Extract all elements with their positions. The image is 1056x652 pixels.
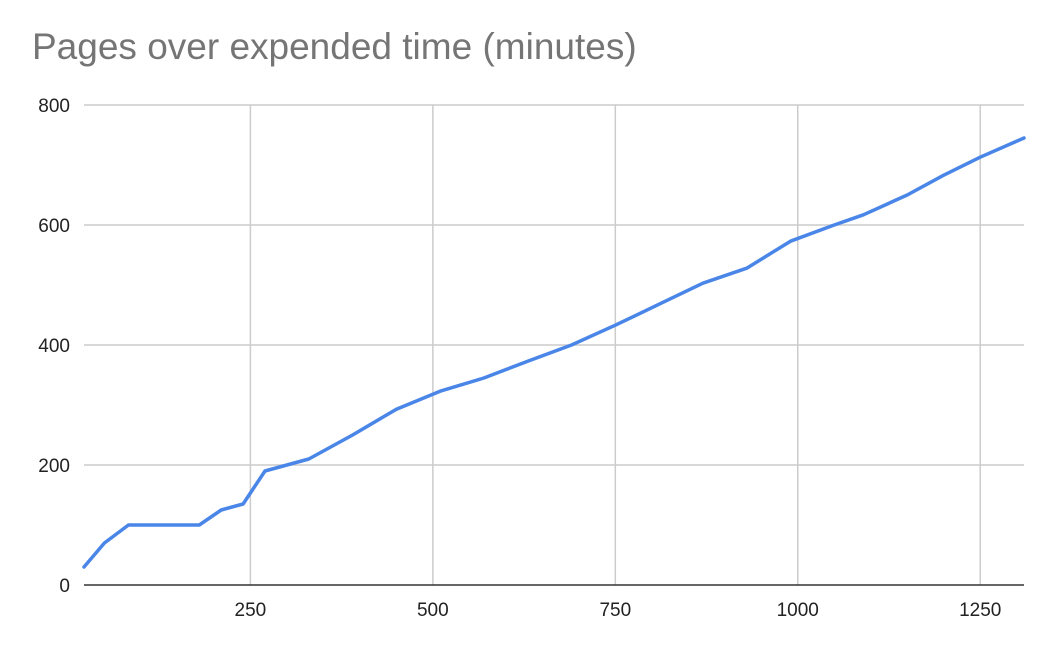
y-tick-label: 600 <box>38 216 70 237</box>
grid-layer <box>84 104 1024 585</box>
x-tick-label: 250 <box>235 600 267 621</box>
y-tick-label: 200 <box>38 456 70 477</box>
chart-title: Pages over expended time (minutes) <box>32 26 637 67</box>
x-tick-label: 500 <box>417 600 449 621</box>
y-tick-label: 400 <box>38 336 70 357</box>
y-tick-label: 800 <box>38 96 70 117</box>
x-tick-label: 1000 <box>777 600 819 621</box>
x-tick-label: 1250 <box>959 600 1001 621</box>
tick-label-layer: 0 200 400 600 800 250 500 750 1000 1250 <box>38 96 1001 621</box>
series-layer <box>82 136 1026 569</box>
x-tick-label: 750 <box>599 600 631 621</box>
series-line-0 <box>82 136 1026 569</box>
y-tick-label: 0 <box>59 576 70 597</box>
